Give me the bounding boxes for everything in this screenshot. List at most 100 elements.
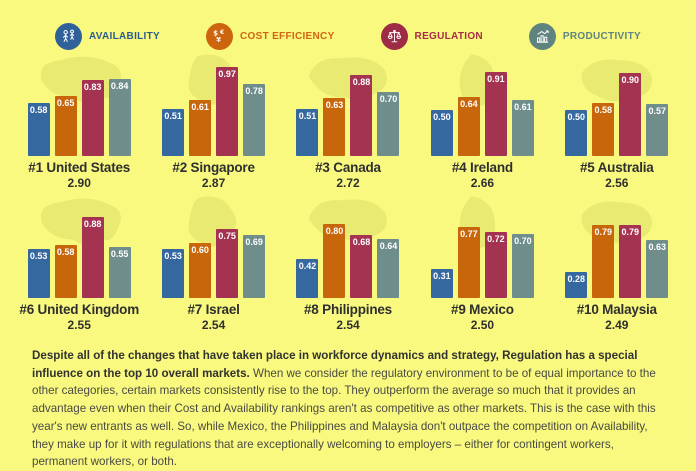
bar-productivity: 0.55 (108, 247, 131, 298)
bar-regulation: 0.72 (484, 232, 507, 298)
bar-value-label: 0.72 (487, 234, 505, 244)
bar-value-label: 0.91 (487, 74, 505, 84)
market-total-score: 2.87 (201, 176, 226, 190)
bar-availability: 0.28 (565, 272, 588, 298)
bar-availability: 0.42 (296, 259, 319, 298)
bar-value-label: 0.42 (298, 261, 317, 271)
legend-label: COST EFFICIENCY (240, 30, 335, 42)
bar-value-label: 0.55 (110, 249, 129, 259)
bar-regulation: 0.83 (81, 80, 104, 156)
bar-regulation: 0.91 (484, 72, 507, 156)
bar-value-label: 0.65 (56, 98, 75, 108)
bar-productivity: 0.64 (377, 239, 400, 298)
score-bars: 0.31 0.77 0.72 0.70 (430, 200, 534, 298)
bar-availability: 0.31 (430, 269, 453, 298)
bar-availability: 0.53 (27, 249, 50, 298)
market-total-score: 2.56 (605, 176, 629, 190)
market-card-malaysia: 0.28 0.79 0.79 0.63 #10 Malaysia 2.49 (550, 198, 684, 332)
bar-value-label: 0.68 (352, 237, 371, 247)
market-total-score: 2.90 (67, 176, 91, 190)
bar-value-label: 0.88 (83, 219, 102, 229)
bar-productivity: 0.78 (243, 84, 266, 156)
bar-value-label: 0.60 (191, 245, 209, 255)
bar-value-label: 0.97 (218, 69, 236, 79)
bar-availability: 0.50 (430, 110, 453, 156)
market-total-score: 2.54 (201, 318, 226, 332)
market-total-score: 2.50 (470, 318, 495, 332)
svg-text:¥: ¥ (216, 36, 221, 44)
bar-value-label: 0.75 (218, 231, 236, 241)
bar-regulation: 0.75 (216, 229, 239, 298)
bar-value-label: 0.58 (594, 105, 613, 115)
bar-value-label: 0.64 (379, 241, 398, 251)
legend-label: REGULATION (414, 30, 483, 42)
market-card-united-kingdom: 0.53 0.58 0.88 0.55 #6 United Kingdom 2.55 (12, 198, 146, 332)
growth-chart-icon (528, 22, 556, 50)
bar-value-label: 0.28 (567, 274, 586, 284)
bar-availability: 0.53 (162, 249, 185, 298)
market-rank-name: #7 Israel (187, 302, 240, 317)
legend-item-availability: AVAILABILITY (55, 22, 160, 50)
bar-cost-efficiency: 0.58 (54, 245, 77, 298)
bar-value-label: 0.51 (164, 111, 182, 121)
market-card-singapore: 0.51 0.61 0.97 0.78 #2 Singapore 2.87 (146, 54, 280, 190)
market-card-united-states: 0.58 0.65 0.83 0.84 #1 United States 2.90 (12, 56, 146, 190)
bar-productivity: 0.69 (243, 235, 266, 298)
people-icon (55, 22, 83, 50)
bar-regulation: 0.88 (350, 75, 373, 156)
market-total-score: 2.54 (336, 318, 360, 332)
bar-value-label: 0.79 (594, 227, 613, 237)
bar-value-label: 0.53 (29, 251, 48, 261)
market-card-philippines: 0.42 0.80 0.68 0.64 #8 Philippines 2.54 (281, 198, 415, 332)
bar-value-label: 0.50 (567, 112, 586, 122)
market-card-mexico: 0.31 0.77 0.72 0.70 #9 Mexico 2.50 (415, 196, 549, 332)
market-card-canada: 0.51 0.63 0.88 0.70 #3 Canada 2.72 (281, 56, 415, 190)
bar-cost-efficiency: 0.77 (457, 227, 480, 298)
bar-value-label: 0.83 (83, 82, 102, 92)
bar-cost-efficiency: 0.79 (592, 225, 615, 298)
bar-value-label: 0.51 (298, 111, 317, 121)
svg-text:$: $ (213, 29, 218, 37)
bar-value-label: 0.69 (245, 237, 263, 247)
bar-productivity: 0.63 (646, 240, 669, 298)
bar-value-label: 0.53 (164, 251, 182, 261)
score-bars: 0.50 0.64 0.91 0.61 (430, 58, 534, 156)
score-bars: 0.42 0.80 0.68 0.64 (296, 200, 400, 298)
market-rank-name: #10 Malaysia (576, 302, 657, 317)
score-bars: 0.28 0.79 0.79 0.63 (565, 200, 669, 298)
bar-value-label: 0.63 (325, 100, 344, 110)
scales-icon (380, 22, 408, 50)
bar-regulation: 0.88 (81, 217, 104, 298)
bar-productivity: 0.61 (511, 100, 534, 156)
market-card-ireland: 0.50 0.64 0.91 0.61 #4 Ireland 2.66 (415, 54, 549, 190)
market-rank-name: #1 United States (28, 160, 131, 175)
legend-item-regulation: REGULATION (380, 22, 483, 50)
bar-availability: 0.51 (296, 109, 319, 156)
bar-value-label: 0.84 (110, 81, 129, 91)
bar-value-label: 0.78 (245, 86, 263, 96)
bar-cost-efficiency: 0.65 (54, 96, 77, 156)
commentary-bold-lead: Despite all of the changes that have tak… (32, 349, 638, 380)
legend-label: PRODUCTIVITY (562, 30, 641, 42)
bar-regulation: 0.90 (619, 73, 642, 156)
bar-value-label: 0.90 (621, 75, 640, 85)
score-bars: 0.53 0.60 0.75 0.69 (162, 200, 266, 298)
bar-value-label: 0.77 (460, 229, 478, 239)
bar-value-label: 0.80 (325, 226, 344, 236)
bar-value-label: 0.61 (514, 102, 532, 112)
market-rank-name: #5 Australia (579, 160, 654, 175)
infographic-page: AVAILABILITY $ € ¥ COST EFFICIENCY REGULATION… (12, 22, 684, 469)
bar-cost-efficiency: 0.64 (457, 97, 480, 156)
bar-value-label: 0.88 (352, 77, 371, 87)
bar-value-label: 0.31 (433, 271, 451, 281)
score-bars: 0.58 0.65 0.83 0.84 (27, 58, 131, 156)
bar-productivity: 0.84 (108, 79, 131, 156)
bar-value-label: 0.50 (433, 112, 451, 122)
market-rank-name: #9 Mexico (451, 302, 514, 317)
bar-value-label: 0.63 (648, 242, 667, 252)
market-card-australia: 0.50 0.58 0.90 0.57 #5 Australia 2.56 (550, 56, 684, 190)
bar-value-label: 0.61 (191, 102, 209, 112)
bar-cost-efficiency: 0.61 (189, 100, 212, 156)
score-bars: 0.51 0.61 0.97 0.78 (162, 58, 266, 156)
score-bars: 0.53 0.58 0.88 0.55 (27, 200, 131, 298)
